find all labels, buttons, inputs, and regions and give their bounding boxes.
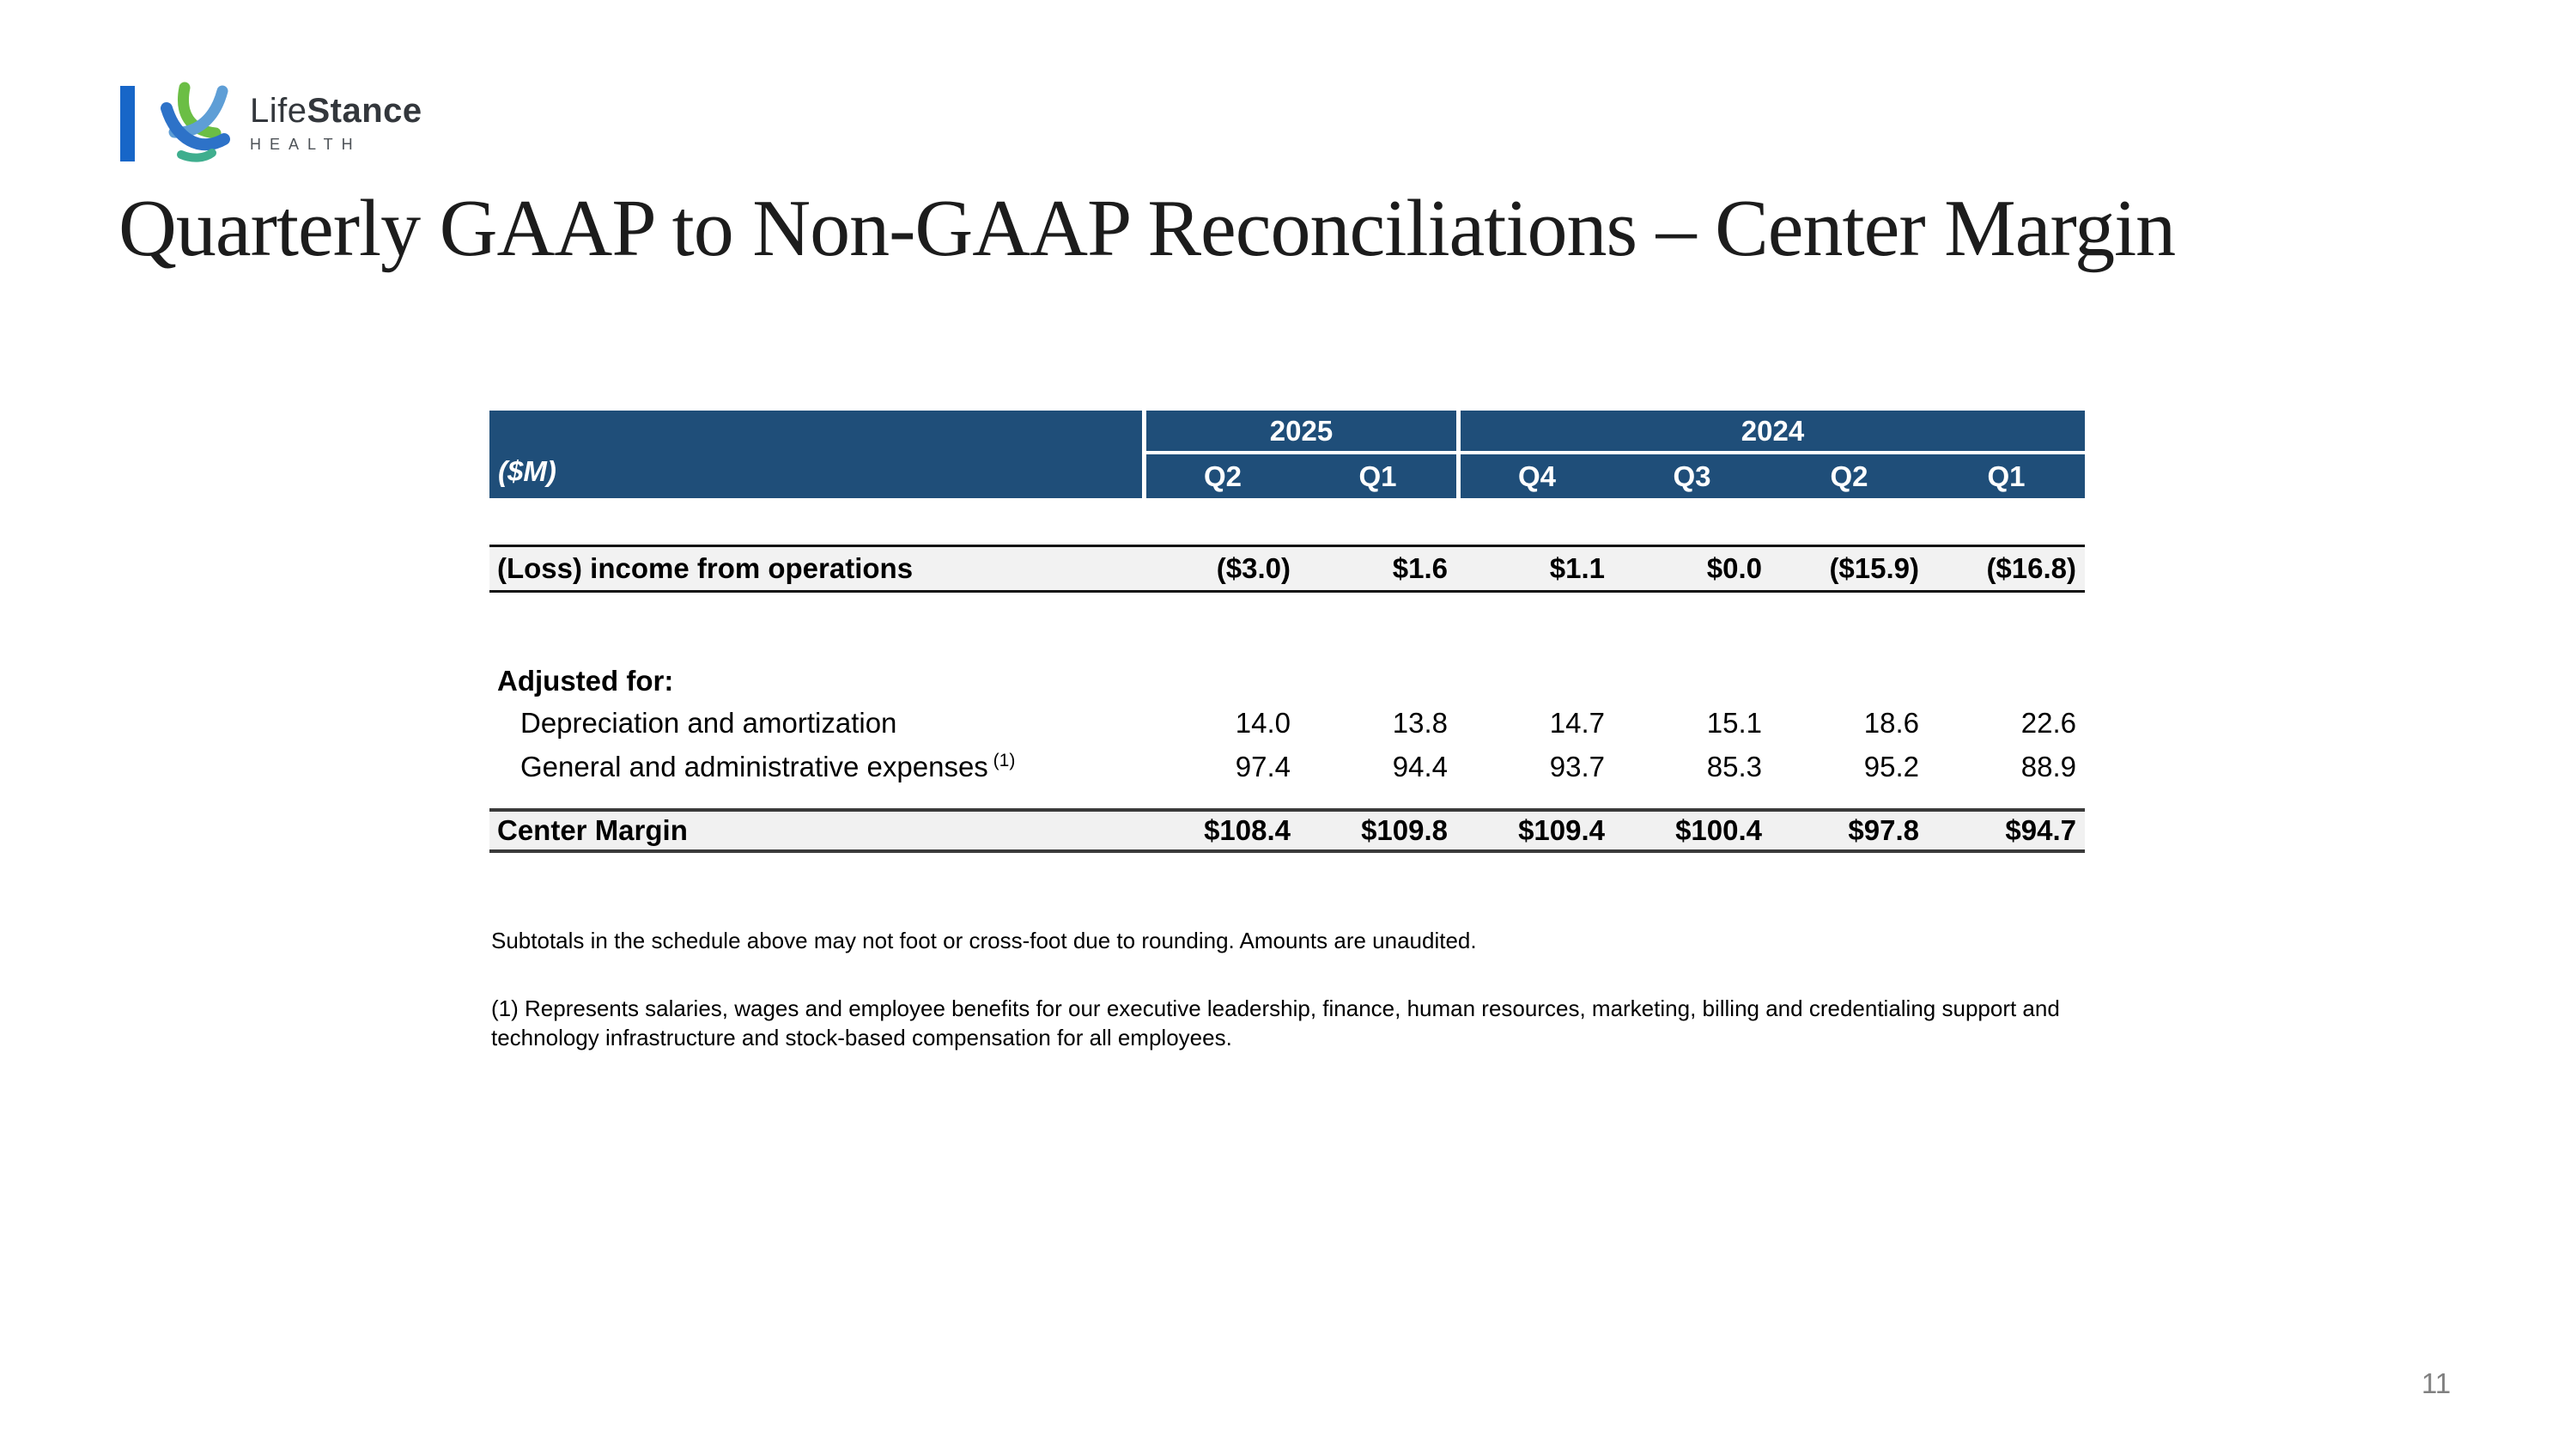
cell-value: 13.8: [1392, 706, 1448, 739]
table-header: ($M) 2025 2024 Q2 Q1 Q4 Q3 Q2 Q1: [489, 411, 2085, 498]
row-label: Center Margin: [497, 814, 688, 846]
cell-value: 94.4: [1392, 750, 1448, 782]
cell-value: 14.7: [1549, 706, 1605, 739]
cell-value: $109.4: [1518, 814, 1605, 846]
cell-value: 18.6: [1863, 706, 1919, 739]
cell-value: 88.9: [2020, 750, 2076, 782]
row-label: General and administrative expenses (1): [520, 750, 1016, 782]
reconciliation-table: ($M) 2025 2024 Q2 Q1 Q4 Q3 Q2 Q1 (Loss) incom…: [489, 411, 2085, 853]
cell-value: ($3.0): [1216, 552, 1291, 584]
table-row: (Loss) income from operations ($3.0) $1.6 $…: [489, 545, 2085, 593]
cell-value: $94.7: [2005, 814, 2076, 846]
page-title: Quarterly GAAP to Non-GAAP Reconciliatio…: [118, 184, 2176, 273]
row-label: Adjusted for:: [497, 665, 674, 697]
cell-value: ($16.8): [1986, 552, 2076, 584]
quarter-header: Q2: [1142, 454, 1299, 498]
cell-value: $1.6: [1392, 552, 1448, 584]
table-row: Depreciation and amortization 14.0 13.8 14.…: [489, 701, 2085, 745]
cell-value: 15.1: [1706, 706, 1762, 739]
quarter-header: Q1: [1358, 460, 1397, 492]
brand-name: LifeStance: [250, 92, 422, 130]
cell-value: $0.0: [1706, 552, 1762, 584]
row-label: Depreciation and amortization: [520, 706, 897, 739]
cell-value: $1.1: [1549, 552, 1605, 584]
logo-accent-bar: [120, 86, 135, 161]
logo-wordmark: LifeStance HEALTH: [250, 94, 422, 154]
table-row: Adjusted for:: [489, 661, 2085, 701]
cell-value: 95.2: [1863, 750, 1919, 782]
row-label: (Loss) income from operations: [497, 552, 914, 584]
footnotes: Subtotals in the schedule above may not …: [491, 926, 2067, 1053]
footnote-1-definition: (1) Represents salaries, wages and emplo…: [491, 995, 2060, 1051]
year-header-2024: 2024: [1456, 411, 2085, 454]
cell-value: 22.6: [2020, 706, 2076, 739]
cell-value: ($15.9): [1829, 552, 1919, 584]
cell-value: 93.7: [1549, 750, 1605, 782]
cell-value: $108.4: [1204, 814, 1291, 846]
cell-value: $97.8: [1848, 814, 1919, 846]
unit-label: ($M): [498, 455, 556, 487]
cell-value: 97.4: [1235, 750, 1291, 782]
quarter-header: Q3: [1673, 460, 1711, 492]
page-number: 11: [2421, 1367, 2451, 1399]
cell-value: 14.0: [1235, 706, 1291, 739]
cell-value: $109.8: [1361, 814, 1448, 846]
year-header-2025: 2025: [1142, 411, 1456, 454]
quarter-header: Q2: [1830, 460, 1868, 492]
cell-value: 85.3: [1706, 750, 1762, 782]
lifestance-logo: LifeStance HEALTH: [120, 81, 422, 167]
table-row: General and administrative expenses (1) 9…: [489, 745, 2085, 788]
quarter-header: Q1: [1987, 460, 2026, 492]
table-row: Center Margin $108.4 $109.8 $109.4 $100.4 $97…: [489, 808, 2085, 853]
footnote-marker: (1): [987, 750, 1016, 770]
reconciliation-table-body: (Loss) income from operations ($3.0) $1.6 $…: [489, 545, 2085, 853]
brand-subtitle: HEALTH: [250, 136, 361, 153]
cell-value: $100.4: [1675, 814, 1762, 846]
lifestance-logo-mark-icon: [159, 81, 233, 167]
footnote-rounding: Subtotals in the schedule above may not …: [491, 928, 1477, 953]
quarter-header: Q4: [1456, 454, 1613, 498]
